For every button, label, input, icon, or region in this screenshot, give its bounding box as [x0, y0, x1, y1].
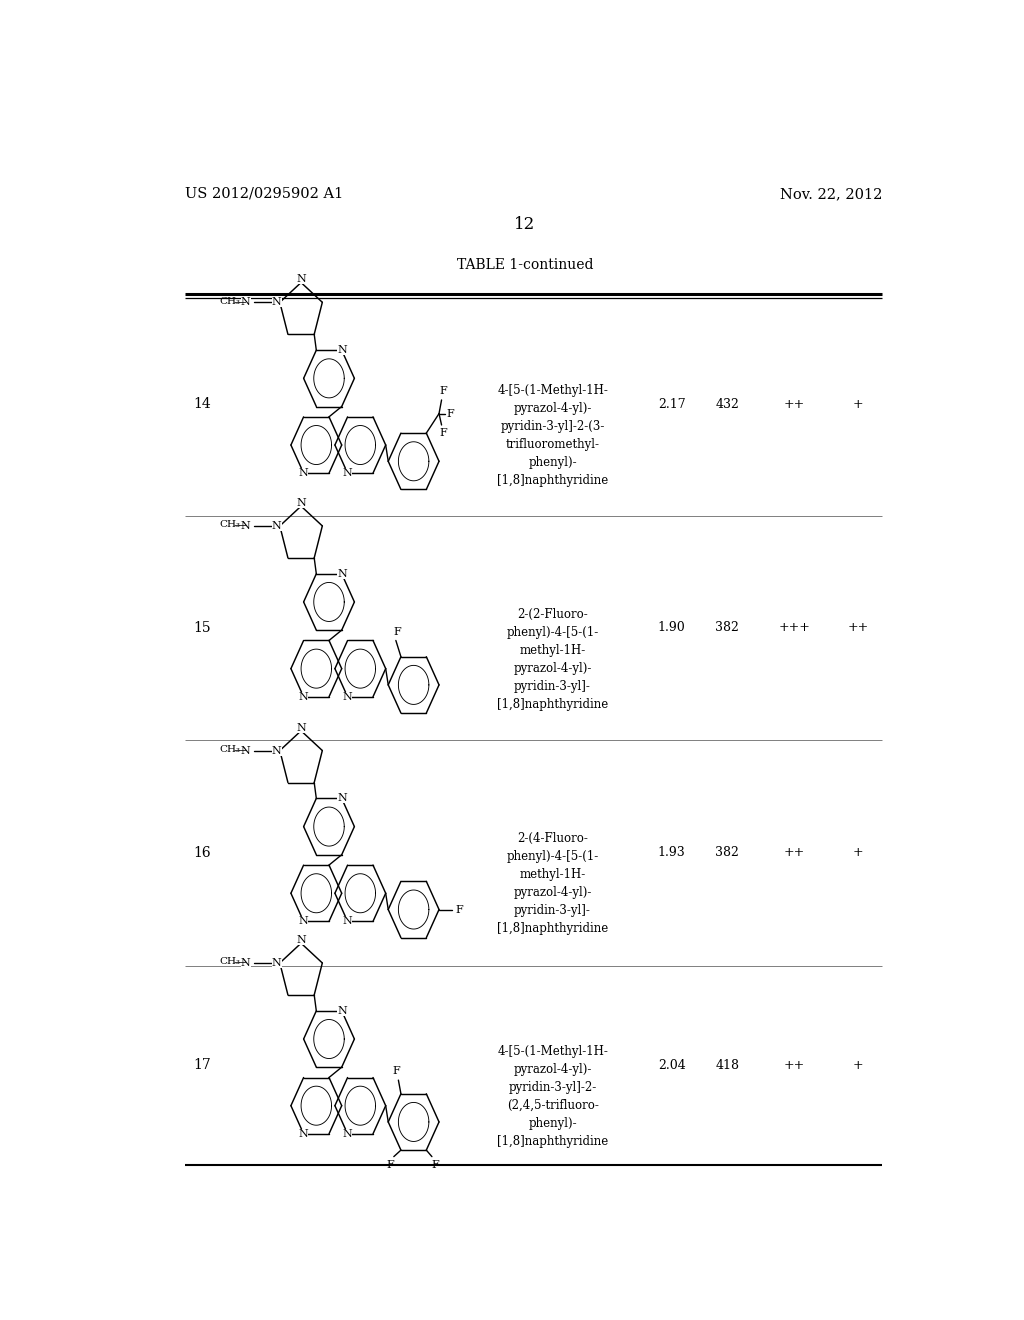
Text: +++: +++	[778, 622, 811, 635]
Text: F: F	[393, 627, 401, 636]
Text: CH₃: CH₃	[219, 520, 241, 529]
Text: N: N	[337, 569, 347, 578]
Text: N: N	[343, 692, 352, 702]
Text: 4-[5-(1-Methyl-1H-
pyrazol-4-yl)-
pyridin-3-yl]-2-(3-
trifluoromethyl-
phenyl)-
: 4-[5-(1-Methyl-1H- pyrazol-4-yl)- pyridi…	[497, 384, 608, 487]
Text: 2-(2-Fluoro-
phenyl)-4-[5-(1-
methyl-1H-
pyrazol-4-yl)-
pyridin-3-yl]-
[1,8]naph: 2-(2-Fluoro- phenyl)-4-[5-(1- methyl-1H-…	[497, 607, 608, 710]
Text: N: N	[337, 1006, 347, 1016]
Text: Nov. 22, 2012: Nov. 22, 2012	[779, 187, 882, 201]
Text: 14: 14	[194, 397, 211, 412]
Text: N: N	[271, 958, 282, 968]
Text: N: N	[271, 746, 282, 755]
Text: N: N	[299, 1129, 308, 1139]
Text: N: N	[337, 346, 347, 355]
Text: F: F	[456, 904, 463, 915]
Text: N: N	[241, 521, 251, 531]
Text: N: N	[296, 275, 306, 285]
Text: F: F	[439, 385, 446, 396]
Text: —: —	[233, 296, 246, 309]
Text: 4-[5-(1-Methyl-1H-
pyrazol-4-yl)-
pyridin-3-yl]-2-
(2,4,5-trifluoro-
phenyl)-
[1: 4-[5-(1-Methyl-1H- pyrazol-4-yl)- pyridi…	[497, 1044, 608, 1147]
Text: 16: 16	[194, 846, 211, 859]
Text: 2-(4-Fluoro-
phenyl)-4-[5-(1-
methyl-1H-
pyrazol-4-yl)-
pyridin-3-yl]-
[1,8]naph: 2-(4-Fluoro- phenyl)-4-[5-(1- methyl-1H-…	[497, 833, 608, 936]
Text: 17: 17	[194, 1059, 211, 1072]
Text: 432: 432	[715, 397, 739, 411]
Text: 2.04: 2.04	[657, 1059, 685, 1072]
Text: N: N	[271, 521, 282, 531]
Text: 15: 15	[194, 620, 211, 635]
Text: —: —	[233, 957, 246, 969]
Text: N: N	[241, 958, 251, 968]
Text: N: N	[296, 723, 306, 733]
Text: 12: 12	[514, 216, 536, 232]
Text: —: —	[233, 519, 246, 532]
Text: CH₃: CH₃	[219, 744, 241, 754]
Text: 1.90: 1.90	[657, 622, 685, 635]
Text: —: —	[233, 744, 246, 758]
Text: N: N	[299, 469, 308, 478]
Text: F: F	[392, 1065, 399, 1076]
Text: N: N	[299, 916, 308, 927]
Text: N: N	[296, 935, 306, 945]
Text: N: N	[343, 916, 352, 927]
Text: N: N	[343, 1129, 352, 1139]
Text: 382: 382	[715, 622, 739, 635]
Text: N: N	[296, 498, 306, 508]
Text: ++: ++	[784, 846, 805, 859]
Text: ++: ++	[848, 622, 868, 635]
Text: F: F	[387, 1160, 394, 1170]
Text: 418: 418	[715, 1059, 739, 1072]
Text: N: N	[299, 692, 308, 702]
Text: US 2012/0295902 A1: US 2012/0295902 A1	[185, 187, 343, 201]
Text: N: N	[343, 469, 352, 478]
Text: 2.17: 2.17	[657, 397, 685, 411]
Text: +: +	[853, 397, 863, 411]
Text: F: F	[446, 409, 455, 418]
Text: F: F	[439, 428, 446, 438]
Text: +: +	[853, 1059, 863, 1072]
Text: 1.93: 1.93	[657, 846, 685, 859]
Text: CH₃: CH₃	[219, 957, 241, 966]
Text: ++: ++	[784, 397, 805, 411]
Text: F: F	[431, 1160, 439, 1170]
Text: CH₃: CH₃	[219, 297, 241, 306]
Text: N: N	[241, 746, 251, 755]
Text: N: N	[337, 793, 347, 804]
Text: TABLE 1-continued: TABLE 1-continued	[457, 259, 593, 272]
Text: N: N	[241, 297, 251, 308]
Text: ++: ++	[784, 1059, 805, 1072]
Text: +: +	[853, 846, 863, 859]
Text: N: N	[271, 297, 282, 308]
Text: 382: 382	[715, 846, 739, 859]
